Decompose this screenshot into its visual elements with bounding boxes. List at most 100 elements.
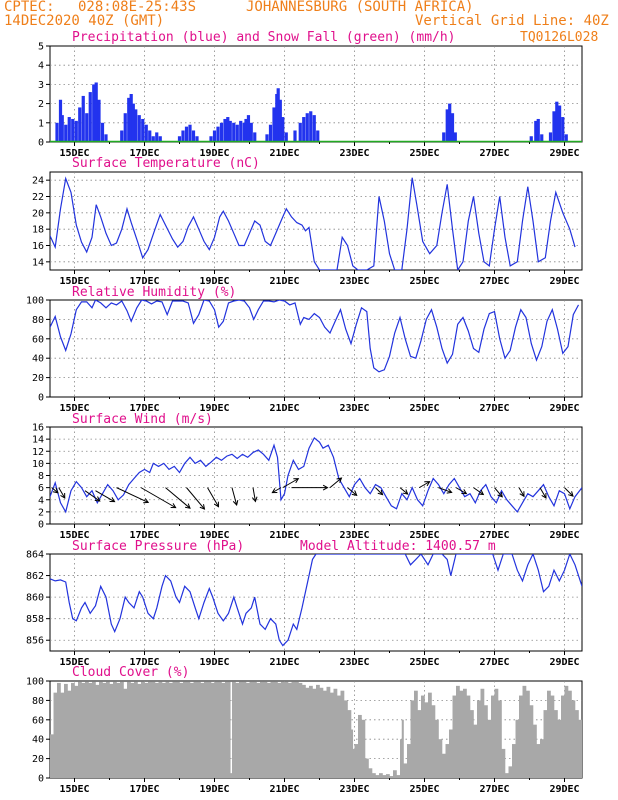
cloud-bar (284, 681, 289, 778)
cloud-bar (190, 682, 194, 778)
cloud-bar (515, 719, 520, 778)
precip-xtick-label: 27DEC (479, 148, 509, 159)
precip-ytick-label: 1 (38, 118, 44, 129)
temperature-ytick-label: 22 (32, 192, 44, 203)
temperature-xtick-label: 21DEC (269, 276, 299, 287)
cloud-bar (438, 739, 443, 778)
cloud-xtick-label: 23DEC (339, 784, 369, 795)
precip-xtick-label: 21DEC (269, 148, 299, 159)
precip-bar (92, 84, 96, 142)
cloud-bar (533, 724, 537, 778)
humidity-ytick-label: 60 (32, 334, 44, 345)
cloud-bar (242, 681, 247, 778)
precip-bar (309, 111, 313, 142)
wind-vector-head (293, 478, 300, 484)
cloud-bar (466, 695, 471, 778)
cloud-bar (230, 773, 233, 778)
pressure-xtick-label: 15DEC (59, 657, 89, 668)
humidity-ytick-label: 0 (38, 393, 44, 404)
wind-vector (473, 487, 484, 495)
cloud-bar (407, 744, 411, 778)
cloud-bar (137, 683, 142, 778)
wind-xtick-label: 27DEC (479, 530, 509, 541)
cloud-bar (470, 710, 474, 778)
precip-bar (284, 132, 288, 142)
wind-vector (564, 487, 574, 497)
cloud-bar (386, 774, 390, 778)
pressure-xtick-label: 19DEC (199, 657, 229, 668)
cloud-bar (179, 682, 184, 778)
precip-bar (316, 130, 320, 142)
precip-bar (85, 113, 89, 142)
wind-vector (272, 487, 282, 494)
cloud-bar (85, 681, 89, 778)
cloud-bar (459, 690, 464, 778)
precip-bar (158, 136, 162, 142)
wind-vector (375, 487, 383, 496)
cloud-bar (512, 744, 516, 778)
pressure-xtick-label: 23DEC (339, 657, 369, 668)
cloud-bar (424, 702, 429, 778)
humidity-ytick-label: 40 (32, 354, 44, 365)
cloud-bar (501, 748, 506, 778)
precip-bar (555, 101, 559, 142)
cloud-bar (134, 681, 138, 778)
wind-vector-head (461, 489, 468, 495)
wind-ytick-label: 6 (38, 483, 44, 494)
cloud-bar (256, 682, 261, 778)
cloud-bar (277, 682, 282, 778)
cloud-bar (463, 688, 467, 778)
wind-xtick-label: 23DEC (339, 530, 369, 541)
wind-vector (494, 487, 503, 498)
cloud-xtick-label: 25DEC (409, 784, 439, 795)
cloud-bar (253, 681, 257, 778)
cloud-ytick-label: 100 (26, 677, 44, 688)
title-precip: Precipitation (blue) and Snow Fall (gree… (72, 30, 456, 45)
cloud-bar (428, 692, 432, 778)
cloud-bar (561, 695, 565, 778)
precip-bar (100, 122, 105, 142)
cloud-bar (214, 681, 219, 778)
pressure-ytick-label: 856 (26, 636, 44, 647)
precip-bar (74, 120, 78, 142)
cloud-bar (326, 686, 331, 778)
precip-bar (151, 136, 155, 142)
wind-vector-head (351, 490, 358, 497)
wind-xtick-label: 29DEC (549, 530, 579, 541)
precip-ytick-label: 4 (38, 61, 44, 72)
precip-bar (548, 132, 553, 142)
precip-bar (265, 134, 269, 142)
temperature-ytick-label: 24 (32, 176, 44, 187)
precip-bar (450, 113, 455, 142)
wind-vector-head (497, 491, 503, 498)
precip-bar (278, 99, 282, 142)
cloud-bar (305, 687, 310, 778)
cloud-bar (78, 681, 82, 778)
title-humidity: Relative Humidity (%) (72, 285, 237, 300)
cloud-bar (162, 682, 166, 778)
precip-bar (232, 122, 236, 142)
precip-bar (226, 117, 230, 142)
precip-ytick-label: 5 (38, 42, 44, 53)
cloud-bar (204, 681, 208, 778)
cloud-bar (102, 682, 107, 778)
precip-bar (445, 109, 449, 142)
cloud-bar (53, 692, 58, 778)
precip-bar (242, 122, 246, 142)
precip-xtick-label: 29DEC (549, 148, 579, 159)
precip-bar (442, 132, 446, 142)
cloud-bar (487, 719, 492, 778)
wind-vector (84, 490, 101, 502)
humidity-frame (49, 299, 583, 398)
cloud-bar (207, 681, 212, 778)
wind-vector (455, 487, 467, 495)
precip-xtick-label: 23DEC (339, 148, 369, 159)
cloud-bar (442, 753, 446, 778)
cloud-bar (88, 682, 93, 778)
humidity-ytick-label: 20 (32, 373, 44, 384)
cloud-bar (543, 710, 548, 778)
wind-vector-head (424, 481, 431, 487)
wind-vector (58, 487, 66, 499)
cloud-bar (106, 681, 110, 778)
cloud-xtick-label: 15DEC (59, 784, 89, 795)
